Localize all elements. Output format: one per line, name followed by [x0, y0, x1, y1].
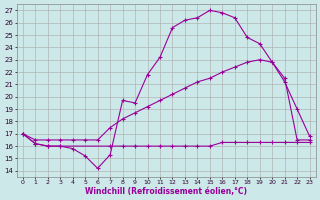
X-axis label: Windchill (Refroidissement éolien,°C): Windchill (Refroidissement éolien,°C) [85, 187, 247, 196]
